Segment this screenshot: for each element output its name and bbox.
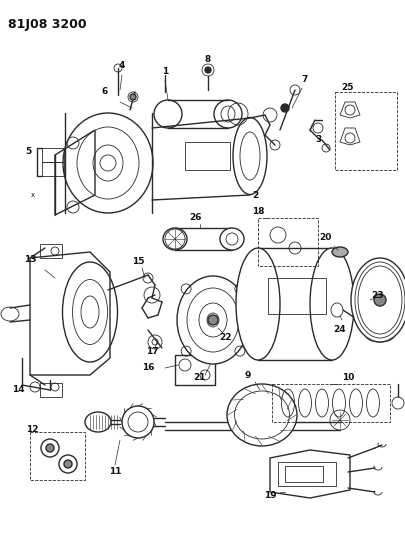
Bar: [42, 148, 64, 162]
Text: 25: 25: [342, 84, 354, 93]
Circle shape: [46, 444, 54, 452]
Text: 18: 18: [252, 207, 264, 216]
Ellipse shape: [351, 258, 405, 342]
Text: 17: 17: [146, 348, 158, 357]
Circle shape: [281, 104, 289, 112]
Text: 21: 21: [194, 374, 206, 383]
Text: 2: 2: [252, 190, 258, 199]
Polygon shape: [30, 252, 110, 375]
Circle shape: [374, 294, 386, 306]
Bar: [258, 218, 318, 266]
Text: 23: 23: [372, 290, 384, 300]
Bar: [40, 244, 62, 258]
Circle shape: [208, 315, 218, 325]
Text: 9: 9: [245, 370, 251, 379]
Circle shape: [205, 67, 211, 73]
Text: 12: 12: [26, 425, 38, 434]
Bar: [185, 142, 230, 170]
Text: 3: 3: [315, 135, 321, 144]
Bar: [268, 278, 326, 314]
Circle shape: [130, 94, 136, 100]
Text: 11: 11: [109, 467, 121, 477]
Text: 19: 19: [264, 491, 276, 500]
Ellipse shape: [331, 303, 343, 317]
Text: 81J08 3200: 81J08 3200: [8, 18, 87, 31]
Ellipse shape: [236, 248, 280, 360]
Bar: [42, 162, 64, 176]
Text: 7: 7: [302, 76, 308, 85]
Bar: [335, 92, 397, 170]
Bar: [40, 383, 62, 397]
Ellipse shape: [163, 228, 187, 250]
Bar: [30, 432, 85, 480]
Text: 14: 14: [12, 385, 24, 394]
Ellipse shape: [332, 247, 348, 257]
Ellipse shape: [85, 412, 111, 432]
Text: 8: 8: [205, 55, 211, 64]
Polygon shape: [270, 450, 350, 498]
Text: 26: 26: [189, 214, 201, 222]
Circle shape: [100, 155, 116, 171]
Text: 6: 6: [102, 87, 108, 96]
Text: 1: 1: [162, 68, 168, 77]
Text: x: x: [31, 192, 35, 198]
Text: 5: 5: [25, 148, 31, 157]
Bar: [272, 384, 390, 422]
Text: 15: 15: [132, 257, 144, 266]
Ellipse shape: [227, 384, 297, 446]
Bar: [278, 462, 336, 486]
Text: 13: 13: [24, 255, 36, 264]
Text: 10: 10: [342, 374, 354, 383]
Bar: [285, 466, 323, 482]
Ellipse shape: [220, 228, 244, 250]
Text: 24: 24: [334, 326, 346, 335]
Text: 22: 22: [219, 334, 231, 343]
Ellipse shape: [122, 406, 154, 438]
Ellipse shape: [177, 276, 249, 364]
Text: 20: 20: [319, 233, 331, 243]
Text: 16: 16: [142, 364, 154, 373]
Text: 4: 4: [119, 61, 125, 70]
Circle shape: [64, 460, 72, 468]
Ellipse shape: [310, 248, 354, 360]
